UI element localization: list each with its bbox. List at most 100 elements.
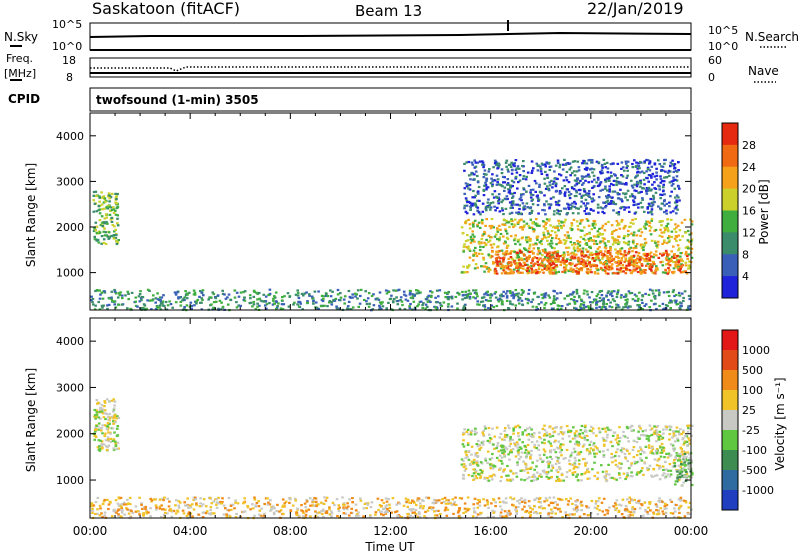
- velocity-cell: [538, 454, 542, 457]
- power-cell: [339, 299, 342, 302]
- power-cell: [508, 191, 511, 194]
- velocity-cell: [434, 501, 437, 504]
- power-cell: [502, 269, 506, 272]
- power-cell: [416, 289, 420, 292]
- velocity-cell: [601, 427, 604, 430]
- power-cell: [536, 224, 539, 227]
- velocity-cell: [549, 516, 553, 519]
- power-cell: [581, 177, 584, 180]
- power-cell: [642, 269, 646, 272]
- velocity-cell: [535, 440, 539, 443]
- velocity-cell: [322, 515, 325, 519]
- velocity-cell: [618, 462, 621, 465]
- power-cell: [565, 236, 569, 239]
- power-cell: [137, 295, 141, 298]
- power-cell: [677, 268, 680, 271]
- power-cell: [536, 308, 540, 311]
- power-cell: [528, 226, 531, 229]
- power-cell: [504, 161, 508, 164]
- power-cell: [514, 175, 518, 178]
- velocity-cell: [550, 512, 554, 515]
- power-cell: [548, 296, 552, 299]
- power-cell: [553, 250, 557, 253]
- power-cell: [364, 290, 367, 293]
- power-cell: [529, 188, 533, 192]
- power-cell: [571, 202, 574, 205]
- power-cell: [584, 305, 588, 308]
- velocity-cell: [524, 429, 527, 432]
- velocity-cell: [606, 512, 609, 515]
- power-cell: [624, 254, 628, 257]
- power-cell: [655, 265, 658, 268]
- power-cell: [97, 300, 100, 304]
- power-cell: [545, 218, 549, 221]
- velocity-cell: [509, 478, 512, 481]
- power-cell: [597, 233, 601, 236]
- velocity-cell: [103, 405, 106, 408]
- power-cell: [195, 302, 198, 305]
- power-cell: [482, 245, 485, 249]
- velocity-cell: [655, 425, 658, 429]
- velocity-cell: [672, 434, 676, 437]
- power-cell: [258, 304, 261, 307]
- power-cell: [601, 224, 605, 227]
- velocity-cell: [571, 502, 574, 505]
- power-cell: [509, 235, 513, 238]
- power-cell: [573, 242, 576, 245]
- power-cell: [494, 233, 498, 236]
- velocity-cell: [427, 496, 430, 499]
- power-cell: [481, 161, 485, 164]
- power-cell: [649, 211, 652, 214]
- velocity-cell: [632, 456, 636, 459]
- power-cell: [511, 196, 514, 199]
- velocity-cell: [209, 506, 213, 509]
- power-cell: [564, 218, 567, 221]
- power-cell: [500, 207, 504, 210]
- velocity-cell: [119, 496, 123, 499]
- velocity-cell: [594, 445, 597, 448]
- power-cell: [609, 171, 613, 174]
- power-cell: [547, 256, 550, 259]
- velocity-cell: [489, 467, 492, 470]
- velocity-cell: [604, 477, 607, 480]
- power-cell: [516, 203, 519, 206]
- power-cell: [474, 289, 478, 292]
- power-cell: [93, 235, 96, 238]
- power-cell: [601, 210, 604, 213]
- velocity-cell: [453, 501, 456, 504]
- power-cell: [580, 252, 583, 255]
- power-cell: [280, 299, 284, 302]
- power-cell: [641, 301, 644, 304]
- power-cell: [485, 238, 488, 241]
- power-cell: [146, 299, 149, 302]
- power-cell: [610, 224, 614, 227]
- power-cell: [634, 176, 637, 179]
- power-cell: [516, 221, 520, 224]
- power-cell: [556, 304, 560, 307]
- power-cell: [637, 162, 640, 165]
- velocity-cell: [349, 511, 353, 514]
- power-cell: [118, 294, 122, 297]
- power-cell: [489, 202, 493, 205]
- power-cell: [310, 295, 314, 298]
- power-cell: [519, 212, 523, 215]
- power-cell: [648, 204, 651, 207]
- power-cell: [212, 301, 216, 304]
- velocity-cell: [419, 505, 422, 508]
- power-cell: [127, 298, 130, 301]
- velocity-cell: [96, 512, 99, 515]
- power-cell: [617, 211, 621, 214]
- power-cell: [523, 258, 526, 261]
- power-cell: [468, 183, 472, 187]
- power-cell: [641, 198, 644, 201]
- power-cell: [648, 257, 652, 260]
- power-cell: [668, 301, 671, 304]
- power-cell: [608, 185, 611, 188]
- velocity-cell: [105, 398, 109, 401]
- velocity-cell: [673, 440, 677, 443]
- power-cell: [554, 182, 558, 185]
- velocity-cell: [533, 511, 536, 514]
- velocity-cell: [321, 512, 324, 516]
- power-cell: [591, 224, 595, 227]
- power-cell: [268, 288, 272, 291]
